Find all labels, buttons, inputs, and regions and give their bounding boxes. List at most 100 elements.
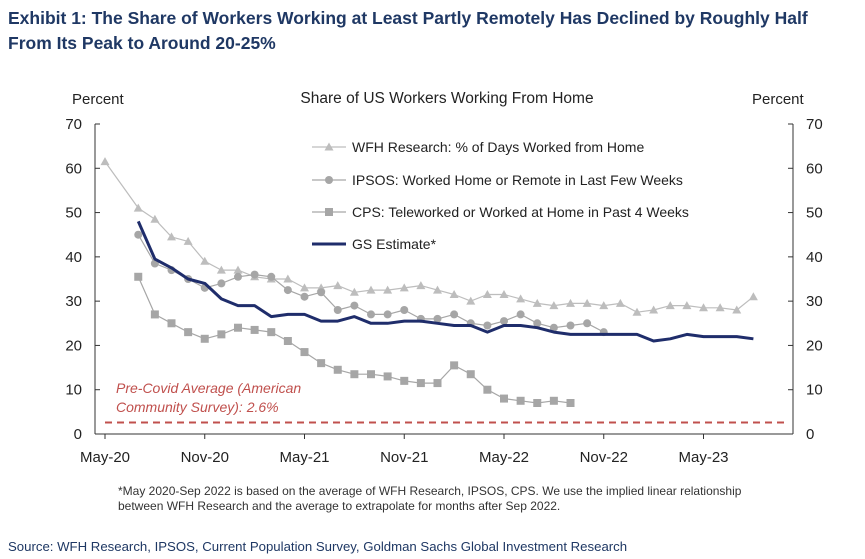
data-point (533, 319, 542, 328)
data-point (416, 281, 426, 290)
data-point (450, 361, 459, 370)
data-point (317, 288, 326, 297)
data-point (234, 272, 242, 281)
legend-item: GS Estimate* (312, 236, 437, 252)
y-tick-right-label: 50 (806, 205, 823, 222)
data-point (383, 285, 393, 294)
data-point (366, 285, 376, 294)
y-tick-right-label: 70 (806, 116, 823, 133)
x-tick-label: May-20 (80, 449, 130, 466)
y-tick-right-label: 60 (806, 160, 823, 177)
y-tick-left-label: 20 (65, 337, 82, 354)
series-line (136, 220, 754, 343)
data-point (367, 310, 375, 319)
y-tick-left-label: 60 (65, 160, 82, 177)
y-axis-right-title: Percent (752, 91, 805, 108)
data-point (466, 370, 475, 379)
data-point (349, 287, 359, 296)
data-point (333, 365, 342, 374)
series-cps (134, 272, 575, 407)
data-point (283, 286, 292, 295)
legend-item: WFH Research: % of Days Worked from Home (312, 139, 644, 155)
y-tick-left-label: 70 (65, 116, 82, 133)
data-point (233, 265, 243, 274)
data-point (665, 301, 675, 310)
x-tick-label: Nov-22 (580, 449, 628, 466)
data-point (482, 290, 492, 298)
data-point (450, 310, 459, 319)
data-point (682, 301, 692, 310)
data-point (317, 359, 326, 368)
y-tick-right-label: 30 (806, 293, 823, 310)
data-point (250, 325, 259, 334)
data-point (399, 283, 409, 292)
data-point (167, 232, 176, 241)
data-point (500, 317, 508, 326)
data-point (184, 328, 193, 337)
x-tick-label: Nov-20 (181, 449, 229, 466)
data-point (283, 337, 292, 345)
data-point (549, 323, 558, 332)
data-point (300, 283, 309, 292)
data-point (532, 298, 542, 307)
data-point (267, 328, 276, 337)
data-point (400, 376, 409, 385)
data-point (134, 272, 143, 281)
data-point (748, 292, 758, 301)
source-note: Source: WFH Research, IPSOS, Current Pop… (8, 539, 628, 554)
data-point (150, 214, 160, 223)
data-point (333, 281, 343, 290)
data-point (350, 370, 359, 379)
data-point (566, 298, 575, 307)
data-point (516, 294, 526, 303)
data-point (549, 301, 559, 310)
data-point (134, 230, 143, 239)
legend-label: GS Estimate* (352, 236, 437, 252)
legend-swatch-marker (325, 208, 333, 216)
y-tick-right-label: 40 (806, 249, 823, 266)
data-point (267, 272, 276, 281)
legend-label: IPSOS: Worked Home or Remote in Last Few… (352, 172, 683, 188)
data-point (715, 303, 725, 312)
series-wfh-research (100, 157, 758, 316)
reference-line-layer: Pre-Covid Average (American Community Sur… (105, 380, 785, 424)
legend-item: IPSOS: Worked Home or Remote in Last Few… (312, 172, 683, 188)
data-point (216, 265, 226, 274)
y-tick-left-label: 0 (74, 426, 82, 443)
data-point (183, 236, 193, 245)
legend-swatch-marker (324, 142, 334, 151)
data-point (383, 372, 392, 381)
data-point (699, 303, 708, 312)
pre-covid-label-line-1: Pre-Covid Average (American (116, 380, 301, 396)
data-point (632, 307, 642, 316)
series-gs-estimate (136, 220, 754, 343)
data-point (499, 290, 509, 298)
x-tick-label: May-22 (479, 449, 529, 466)
data-point (217, 279, 226, 288)
y-tick-right-label: 20 (806, 337, 823, 354)
footnote: *May 2020-Sep 2022 is based on the avera… (118, 484, 742, 513)
data-point (367, 370, 375, 379)
data-point (649, 305, 659, 314)
data-point (416, 379, 425, 388)
data-point (732, 305, 742, 314)
data-point (516, 310, 525, 319)
data-point (234, 323, 242, 332)
series-layer (100, 157, 758, 407)
exhibit-title: Exhibit 1: The Share of Workers Working … (8, 6, 858, 56)
data-point (333, 306, 342, 314)
data-point (449, 290, 459, 298)
exhibit-title-line-1: Exhibit 1: The Share of Workers Working … (8, 8, 808, 28)
wfh-share-line-chart: Share of US Workers Working From Home Per… (65, 90, 822, 466)
pre-covid-label-line-2: Community Survey): 2.6% (116, 399, 279, 415)
data-point (100, 157, 110, 166)
data-point (217, 330, 226, 339)
data-point (566, 399, 575, 407)
data-point (433, 379, 442, 388)
data-point (583, 319, 592, 328)
data-point (300, 292, 309, 301)
data-point (466, 296, 476, 305)
data-point (400, 306, 409, 314)
data-point (599, 301, 609, 310)
axes-layer: Share of US Workers Working From Home Per… (65, 90, 822, 466)
